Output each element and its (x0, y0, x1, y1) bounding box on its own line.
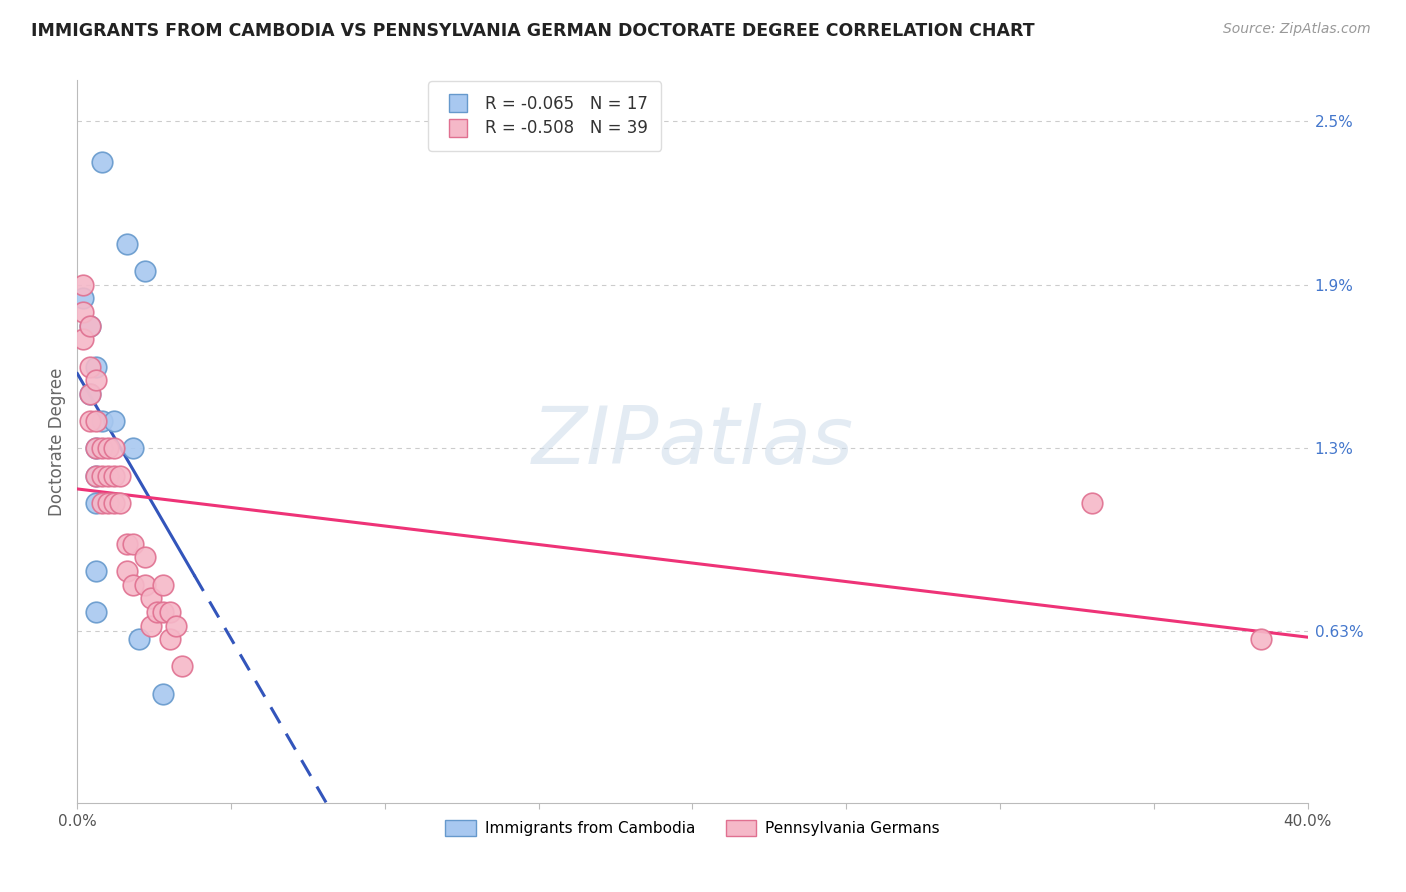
Point (115, 564, 138, 578)
Point (128, 632, 150, 647)
Point (84, 468, 107, 483)
Point (1081, 496, 1104, 510)
Point (152, 687, 174, 701)
Point (152, 605, 174, 619)
Point (134, 264, 156, 278)
Point (146, 605, 169, 619)
Y-axis label: Doctorate Degree: Doctorate Degree (48, 368, 66, 516)
Point (170, 659, 193, 673)
Point (79, 387, 101, 401)
Point (90, 468, 114, 483)
Point (72, 292, 94, 306)
Point (84, 496, 107, 510)
Point (90, 496, 114, 510)
Text: Source: ZipAtlas.com: Source: ZipAtlas.com (1223, 22, 1371, 37)
Point (84, 373, 107, 387)
Point (97, 496, 120, 510)
Point (79, 318, 101, 333)
Point (79, 318, 101, 333)
Point (159, 605, 181, 619)
Point (72, 332, 94, 346)
Point (141, 618, 163, 632)
Point (152, 577, 174, 591)
Point (115, 537, 138, 551)
Legend: Immigrants from Cambodia, Pennsylvania Germans: Immigrants from Cambodia, Pennsylvania G… (439, 814, 946, 842)
Point (103, 496, 125, 510)
Point (72, 277, 94, 292)
Point (134, 577, 156, 591)
Point (121, 537, 143, 551)
Point (79, 414, 101, 428)
Point (110, 468, 132, 483)
Point (79, 387, 101, 401)
Point (84, 468, 107, 483)
Point (97, 468, 120, 483)
Point (141, 591, 163, 606)
Point (84, 605, 107, 619)
Point (1250, 632, 1272, 647)
Point (159, 632, 181, 647)
Point (97, 442, 120, 456)
Point (90, 155, 114, 169)
Point (84, 442, 107, 456)
Point (134, 550, 156, 565)
Point (84, 564, 107, 578)
Point (110, 496, 132, 510)
Point (84, 359, 107, 374)
Point (103, 468, 125, 483)
Point (121, 577, 143, 591)
Point (90, 414, 114, 428)
Text: ZIPatlas: ZIPatlas (531, 402, 853, 481)
Point (121, 442, 143, 456)
Point (165, 618, 187, 632)
Point (115, 236, 138, 251)
Point (79, 359, 101, 374)
Point (103, 442, 125, 456)
Text: IMMIGRANTS FROM CAMBODIA VS PENNSYLVANIA GERMAN DOCTORATE DEGREE CORRELATION CHA: IMMIGRANTS FROM CAMBODIA VS PENNSYLVANIA… (31, 22, 1035, 40)
Point (84, 442, 107, 456)
Point (84, 414, 107, 428)
Point (103, 414, 125, 428)
Point (72, 305, 94, 319)
Point (90, 442, 114, 456)
